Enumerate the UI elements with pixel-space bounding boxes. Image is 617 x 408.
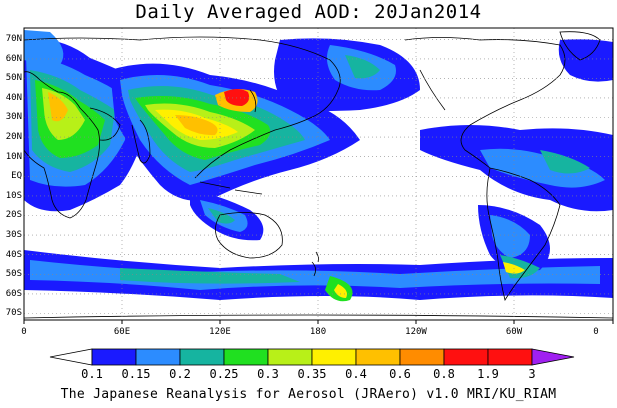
lat-label: 30S	[5, 230, 22, 240]
colorbar-upper-triangle	[531, 348, 575, 366]
colorbar-segment	[223, 348, 269, 366]
lon-label: 120W	[405, 327, 427, 337]
colorbar-label: 0.25	[209, 367, 239, 381]
colorbar-label: 0.6	[389, 367, 411, 381]
lon-label: 180	[309, 327, 327, 337]
lat-label: 10N	[5, 152, 22, 162]
lat-label: 50S	[5, 269, 22, 279]
lon-label: 0	[21, 327, 27, 337]
colorbar-segment	[135, 348, 181, 366]
lat-label: 10S	[5, 191, 22, 201]
lon-label: 120E	[209, 327, 231, 337]
colorbar-segment	[311, 348, 357, 366]
colorbar	[49, 348, 575, 366]
lon-label: 0	[593, 327, 599, 337]
footer-credit: The Japanese Reanalysis for Aerosol (JRA…	[60, 387, 557, 402]
colorbar-label: 1.9	[477, 367, 499, 381]
colorbar-label: 0.4	[345, 367, 367, 381]
colorbar-label: 0.1	[81, 367, 103, 381]
colorbar-label: 3	[528, 367, 536, 381]
lat-lon-grid	[24, 28, 613, 320]
colorbar-label: 0.3	[257, 367, 279, 381]
colorbar-segment	[355, 348, 401, 366]
colorbar-label: 0.15	[121, 367, 151, 381]
lat-label: 60S	[5, 289, 22, 299]
colorbar-segment	[399, 348, 445, 366]
lat-label: 70N	[5, 34, 22, 44]
colorbar-segment	[179, 348, 225, 366]
colorbar-segment	[91, 348, 137, 366]
lat-label: 30N	[5, 112, 22, 122]
lat-label: 60N	[5, 54, 22, 64]
colorbar-label: 0.35	[297, 367, 327, 381]
aod-field	[24, 28, 613, 320]
lon-label: 60W	[505, 327, 523, 337]
lat-label: 40N	[5, 93, 22, 103]
colorbar-segment	[267, 348, 313, 366]
lon-label: 60E	[113, 327, 131, 337]
lat-label: 50N	[5, 73, 22, 83]
china-hotspot	[224, 89, 250, 106]
lat-label: 20N	[5, 132, 22, 142]
lat-label: 40S	[5, 250, 22, 260]
colorbar-label: 0.8	[433, 367, 455, 381]
lat-label: 20S	[5, 210, 22, 220]
coastlines	[24, 31, 613, 319]
map-title: Daily Averaged AOD: 20Jan2014	[135, 1, 482, 23]
colorbar-lower-triangle	[49, 348, 93, 366]
colorbar-segment	[487, 348, 533, 366]
colorbar-segment	[443, 348, 489, 366]
colorbar-label: 0.2	[169, 367, 191, 381]
lat-label: 70S	[5, 308, 22, 318]
lat-label: EQ	[11, 171, 22, 181]
